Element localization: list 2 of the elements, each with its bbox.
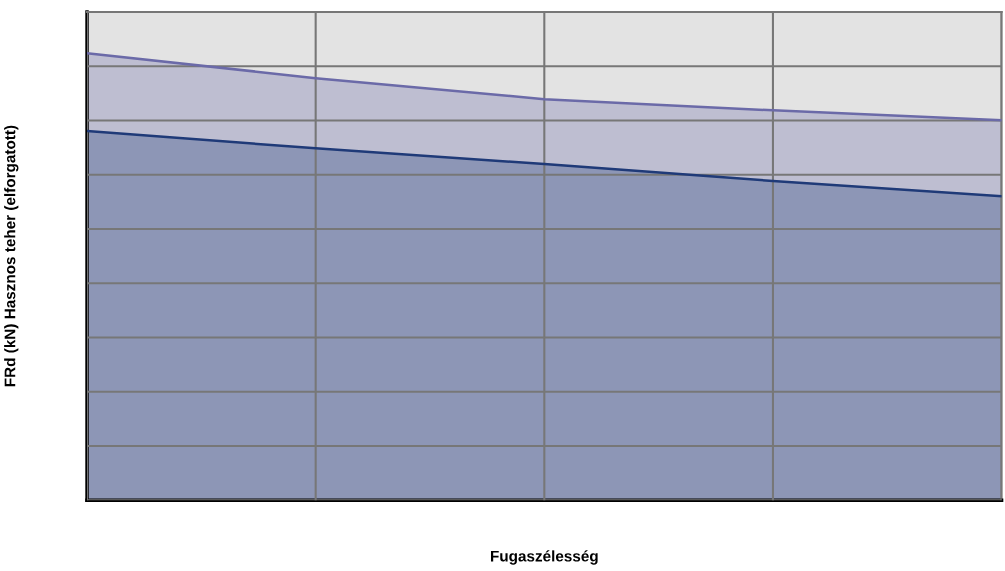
x-axis-title: Fugaszélesség [490, 550, 598, 565]
y-axis-title: FRd (kN) Hasznos teher (elforgatott) [4, 125, 19, 387]
